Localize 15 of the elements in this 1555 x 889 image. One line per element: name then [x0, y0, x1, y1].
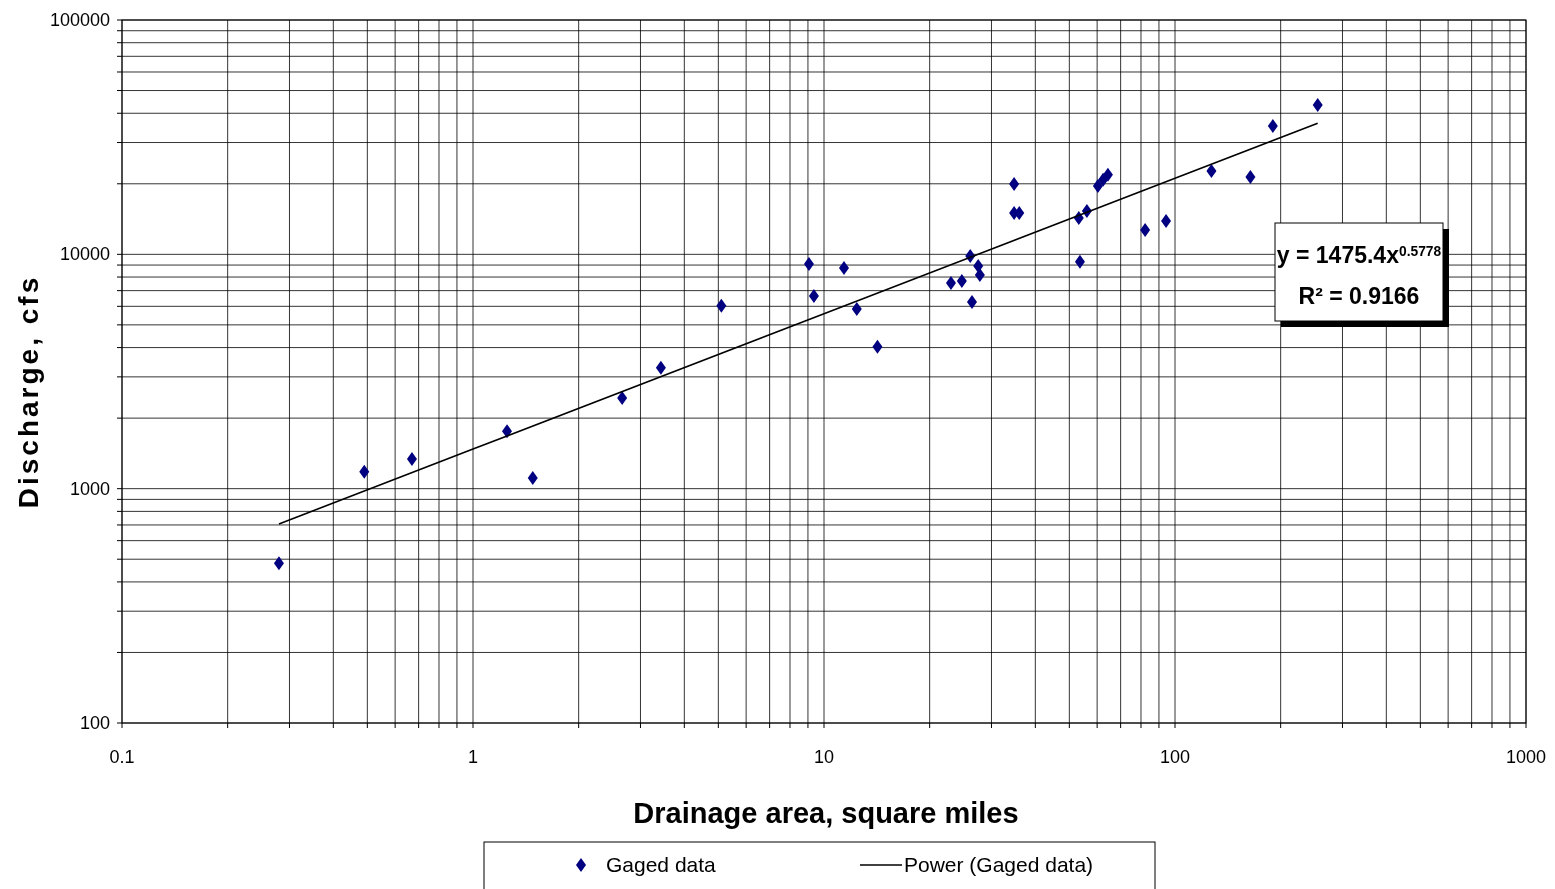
- x-axis-title: Drainage area, square miles: [633, 797, 1019, 829]
- y-tick-label: 100: [79, 713, 110, 733]
- x-tick-label: 1000: [1505, 747, 1547, 767]
- y-tick-label: 10000: [59, 244, 110, 265]
- x-tick-label: 1: [467, 747, 479, 767]
- x-tick-label: 0.1: [109, 747, 135, 767]
- y-axis-title: Discharge, cfs: [13, 274, 44, 509]
- annotation: y = 1475.4x$^{0.5778}$: [1276, 242, 1442, 268]
- x-tick-label: 100: [1159, 747, 1191, 767]
- legend-label: Power (Gaged data): [904, 853, 1094, 876]
- y-tick-label: 100000: [49, 10, 110, 30]
- x-tick-label: 10: [813, 747, 835, 767]
- annotation: R² = 0.9166: [1298, 283, 1420, 309]
- legend-label: Gaged data: [606, 853, 717, 876]
- y-tick-label: 1000: [69, 478, 110, 499]
